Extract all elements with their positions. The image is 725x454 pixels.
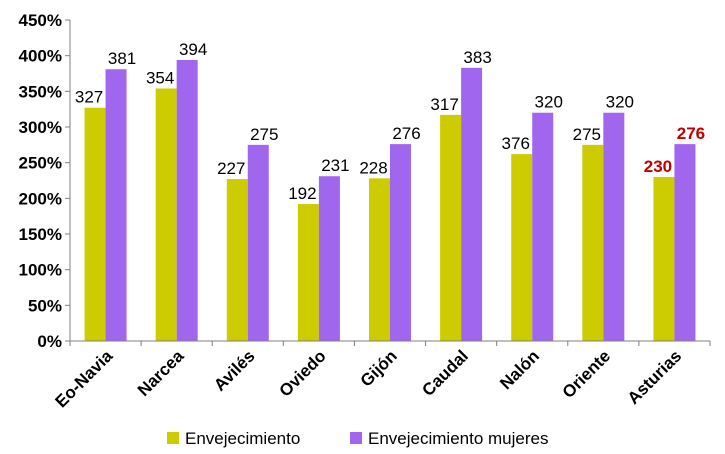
data-label: 231 <box>321 156 349 175</box>
data-label: 376 <box>502 134 530 153</box>
bar <box>674 144 696 341</box>
x-tick-label: Asturias <box>624 346 686 408</box>
data-label: 320 <box>535 93 563 112</box>
bar <box>247 144 269 341</box>
y-tick-label: 150% <box>19 225 62 244</box>
x-tick-label: Narcea <box>134 346 188 400</box>
bar <box>105 69 127 341</box>
data-label: 354 <box>146 68 174 87</box>
data-labels-group: 327 381 354 394 227 275 192 231 228 276 317 383 376 3… <box>75 40 705 203</box>
x-tick-label: Oriente <box>559 346 615 402</box>
y-tick-label: 450% <box>19 11 62 30</box>
y-axis: 0% 50% 100% 150% 200% 250% 300% 350% 400% 450% <box>19 11 71 351</box>
bar <box>176 59 198 342</box>
legend-swatch-envejecimiento <box>167 432 179 444</box>
data-label: 227 <box>217 159 245 178</box>
data-label: 327 <box>75 88 103 107</box>
data-label: 394 <box>179 40 207 59</box>
legend-label-envejecimiento: Envejecimiento <box>185 429 300 448</box>
bar <box>297 204 319 341</box>
data-label: 320 <box>606 93 634 112</box>
data-label: 276 <box>677 124 705 143</box>
x-tick-label: Eo-Navia <box>52 346 117 411</box>
bar <box>155 88 177 341</box>
y-tick-label: 50% <box>28 296 62 315</box>
x-axis: Eo-Navia Narcea Avilés Oviedo Gijón Caudal Nal… <box>52 340 711 411</box>
x-tick-label: Oviedo <box>276 346 330 400</box>
bars-group <box>84 59 696 342</box>
x-tick-label: Gijón <box>357 346 401 390</box>
bar <box>440 114 462 341</box>
bar <box>318 176 340 341</box>
data-label: 230 <box>644 157 672 176</box>
bar <box>511 154 533 341</box>
legend-swatch-envejecimiento-mujeres <box>350 432 362 444</box>
legend: Envejecimiento Envejecimiento mujeres <box>167 429 548 448</box>
x-tick-label: Avilés <box>210 346 258 394</box>
bar <box>226 179 248 341</box>
bar <box>582 144 604 341</box>
data-label: 276 <box>392 124 420 143</box>
bar <box>369 178 390 341</box>
bar <box>603 112 625 341</box>
x-tick-label: Caudal <box>418 346 472 400</box>
data-label: 317 <box>430 95 458 114</box>
data-label: 275 <box>250 125 278 144</box>
bar <box>84 107 106 342</box>
bar <box>390 144 411 341</box>
bar <box>461 67 483 341</box>
bar <box>653 176 675 341</box>
y-tick-label: 300% <box>19 118 62 137</box>
y-tick-label: 400% <box>19 47 62 66</box>
data-label: 383 <box>463 48 491 67</box>
y-tick-label: 200% <box>19 189 62 208</box>
data-label: 275 <box>573 125 601 144</box>
y-tick-label: 100% <box>19 261 62 280</box>
data-label: 192 <box>288 184 316 203</box>
bar <box>532 112 554 341</box>
data-label: 228 <box>359 158 387 177</box>
y-tick-label: 250% <box>19 154 62 173</box>
data-label: 381 <box>108 49 136 68</box>
y-tick-label: 0% <box>37 332 62 351</box>
y-tick-label: 350% <box>19 82 62 101</box>
x-tick-label: Nalón <box>496 346 543 393</box>
legend-label-envejecimiento-mujeres: Envejecimiento mujeres <box>368 429 548 448</box>
